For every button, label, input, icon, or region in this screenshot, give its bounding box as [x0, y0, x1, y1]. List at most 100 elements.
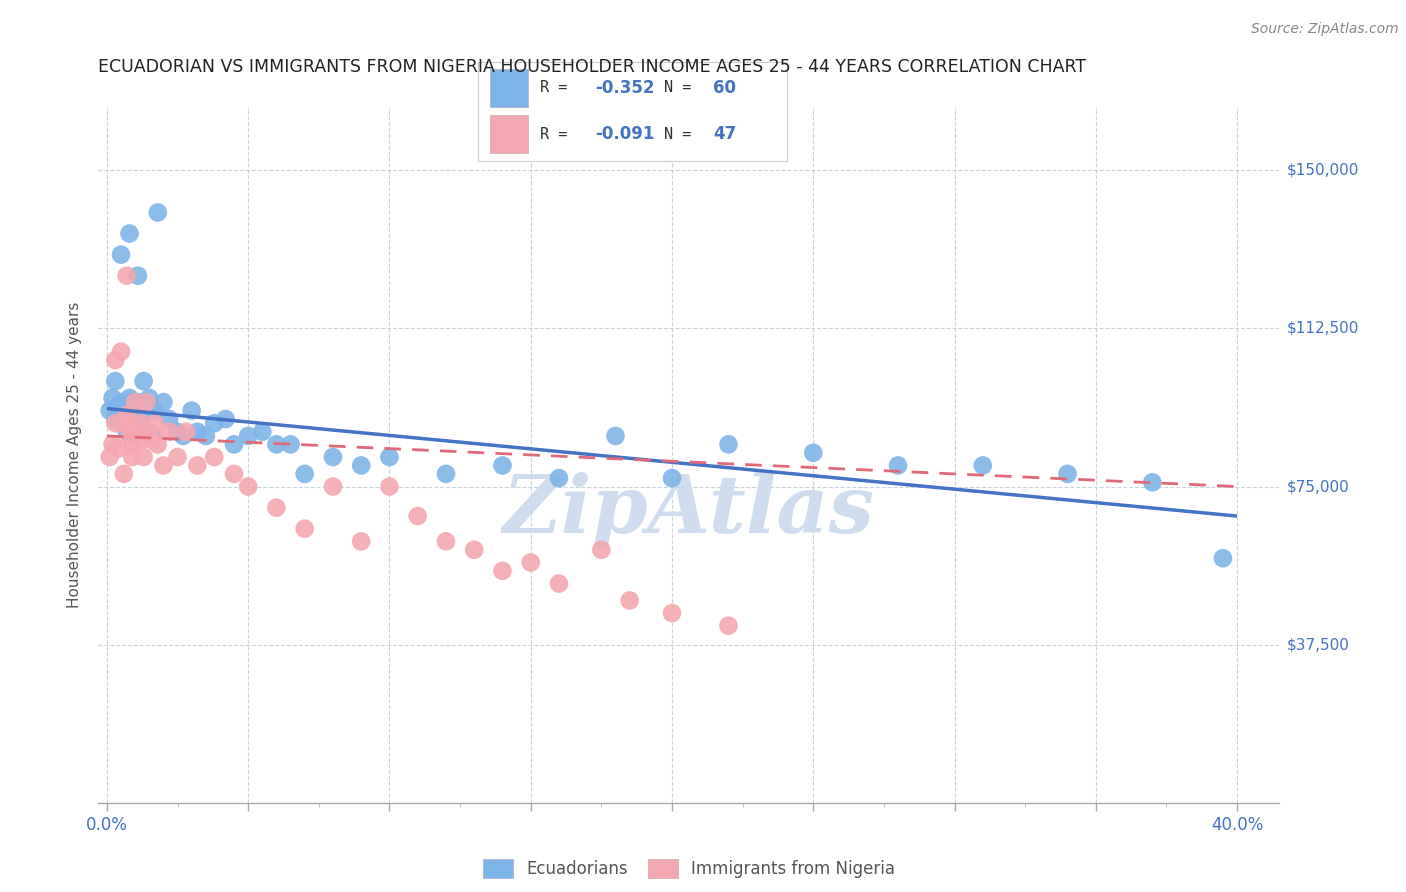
Point: [180, 403, 202, 417]
Text: $150,000: $150,000: [1286, 163, 1358, 178]
Point: [127, 268, 149, 283]
Point: [101, 437, 124, 451]
Text: $75,000: $75,000: [1286, 479, 1350, 494]
Point: [129, 417, 152, 431]
Point: [322, 479, 344, 493]
Point: [121, 450, 143, 464]
Point: [202, 417, 225, 431]
Point: [118, 429, 141, 443]
Text: N =: N =: [664, 127, 700, 142]
Point: [124, 395, 146, 409]
Point: [115, 425, 138, 439]
Point: [135, 400, 157, 414]
Point: [141, 429, 163, 443]
Point: [202, 450, 225, 464]
Point: [186, 425, 208, 439]
Point: [378, 450, 401, 464]
Point: [141, 433, 163, 447]
Point: [322, 450, 344, 464]
Point: [186, 458, 208, 473]
Point: [138, 403, 160, 417]
Point: [143, 417, 166, 431]
Point: [252, 425, 274, 439]
Point: [1142, 475, 1164, 490]
Point: [717, 618, 740, 632]
Point: [801, 446, 824, 460]
Point: [222, 467, 245, 481]
Point: [118, 417, 141, 431]
Point: [129, 433, 152, 447]
Text: -0.091: -0.091: [596, 125, 655, 143]
Point: [152, 395, 174, 409]
Text: R =: R =: [540, 80, 576, 95]
Point: [112, 417, 135, 431]
Point: [1212, 551, 1234, 566]
Point: [146, 437, 169, 451]
Point: [266, 500, 288, 515]
Point: [491, 564, 513, 578]
Text: R =: R =: [540, 127, 576, 142]
Point: [166, 450, 188, 464]
Point: [138, 425, 160, 439]
Point: [121, 437, 143, 451]
Text: ECUADORIAN VS IMMIGRANTS FROM NIGERIA HOUSEHOLDER INCOME AGES 25 - 44 YEARS CORR: ECUADORIAN VS IMMIGRANTS FROM NIGERIA HO…: [98, 58, 1087, 76]
Point: [107, 400, 129, 414]
Point: [132, 374, 155, 388]
Point: [661, 606, 683, 620]
Point: [619, 593, 641, 607]
Point: [519, 556, 541, 570]
Point: [350, 458, 373, 473]
Point: [157, 412, 180, 426]
Point: [350, 534, 373, 549]
Text: ZipAtlas: ZipAtlas: [503, 472, 875, 549]
Legend: Ecuadorians, Immigrants from Nigeria: Ecuadorians, Immigrants from Nigeria: [477, 853, 901, 885]
Point: [115, 408, 138, 422]
Point: [129, 412, 152, 426]
Point: [214, 412, 236, 426]
Point: [98, 450, 121, 464]
Text: N =: N =: [664, 80, 700, 95]
Point: [129, 403, 152, 417]
Point: [112, 417, 135, 431]
Point: [118, 227, 141, 241]
Point: [172, 429, 194, 443]
Point: [132, 425, 155, 439]
Point: [104, 353, 127, 368]
Point: [166, 425, 188, 439]
Point: [194, 429, 217, 443]
Point: [101, 391, 124, 405]
Point: [887, 458, 910, 473]
Point: [591, 542, 613, 557]
Point: [294, 467, 316, 481]
Text: $37,500: $37,500: [1286, 637, 1350, 652]
Point: [135, 395, 157, 409]
Point: [463, 542, 485, 557]
Point: [107, 408, 129, 422]
Point: [434, 467, 457, 481]
Text: 60: 60: [713, 79, 737, 97]
Text: $112,500: $112,500: [1286, 321, 1358, 336]
Point: [104, 412, 127, 426]
Point: [238, 479, 260, 493]
Point: [491, 458, 513, 473]
Point: [238, 429, 260, 443]
Point: [157, 425, 180, 439]
Point: [138, 391, 160, 405]
Point: [174, 425, 197, 439]
Point: [110, 344, 132, 359]
Point: [110, 395, 132, 409]
Text: -0.352: -0.352: [596, 79, 655, 97]
Text: 47: 47: [713, 125, 737, 143]
Point: [266, 437, 288, 451]
Point: [280, 437, 302, 451]
Point: [115, 408, 138, 422]
Point: [294, 522, 316, 536]
Point: [121, 412, 143, 426]
Point: [127, 425, 149, 439]
Point: [132, 450, 155, 464]
Point: [152, 458, 174, 473]
Point: [104, 417, 127, 431]
Point: [104, 374, 127, 388]
Point: [717, 437, 740, 451]
Point: [112, 467, 135, 481]
